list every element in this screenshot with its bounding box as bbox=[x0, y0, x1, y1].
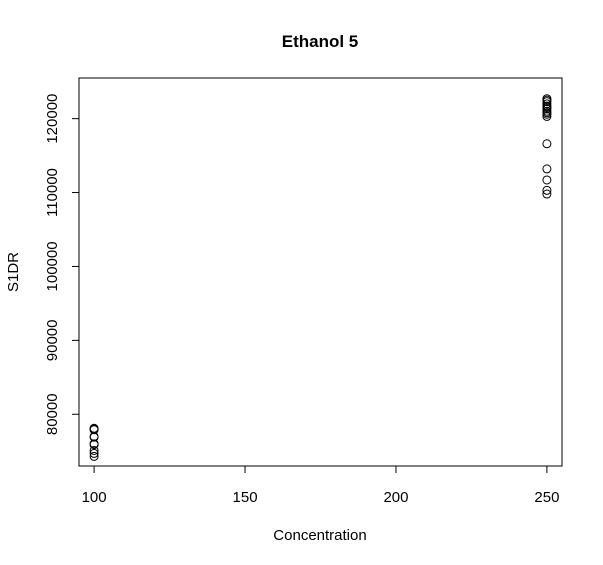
x-tick-label: 100 bbox=[82, 489, 107, 506]
data-point bbox=[542, 189, 552, 199]
data-point bbox=[542, 185, 552, 195]
y-tick-label: 110000 bbox=[44, 168, 61, 217]
chart-title: Ethanol 5 bbox=[282, 32, 359, 51]
y-axis-label: S1DR bbox=[5, 252, 22, 292]
x-axis: 100 150 200 250 bbox=[82, 465, 559, 506]
x-tick-label: 250 bbox=[534, 489, 559, 506]
data-point bbox=[542, 139, 552, 149]
data-point bbox=[542, 111, 552, 121]
data-point bbox=[542, 103, 552, 113]
data-point bbox=[89, 445, 99, 455]
data-point bbox=[89, 440, 99, 450]
y-tick-label: 100000 bbox=[44, 241, 61, 291]
data-point bbox=[89, 451, 99, 461]
y-tick-label: 120000 bbox=[44, 94, 61, 144]
y-axis: 80000 90000 100000 110000 120000 bbox=[44, 94, 80, 435]
x-axis-label: Concentration bbox=[273, 527, 366, 544]
data-point bbox=[542, 175, 552, 185]
data-point bbox=[89, 448, 99, 458]
plot-frame bbox=[78, 77, 563, 467]
data-point bbox=[542, 108, 552, 118]
x-tick-label: 150 bbox=[233, 489, 258, 506]
data-point bbox=[542, 95, 552, 105]
data-points bbox=[89, 94, 552, 461]
data-point bbox=[542, 164, 552, 174]
data-point bbox=[542, 99, 552, 109]
data-point bbox=[89, 424, 99, 434]
x-tick-label: 200 bbox=[383, 489, 408, 506]
y-tick-label: 80000 bbox=[44, 393, 61, 435]
y-tick-label: 90000 bbox=[44, 320, 61, 362]
